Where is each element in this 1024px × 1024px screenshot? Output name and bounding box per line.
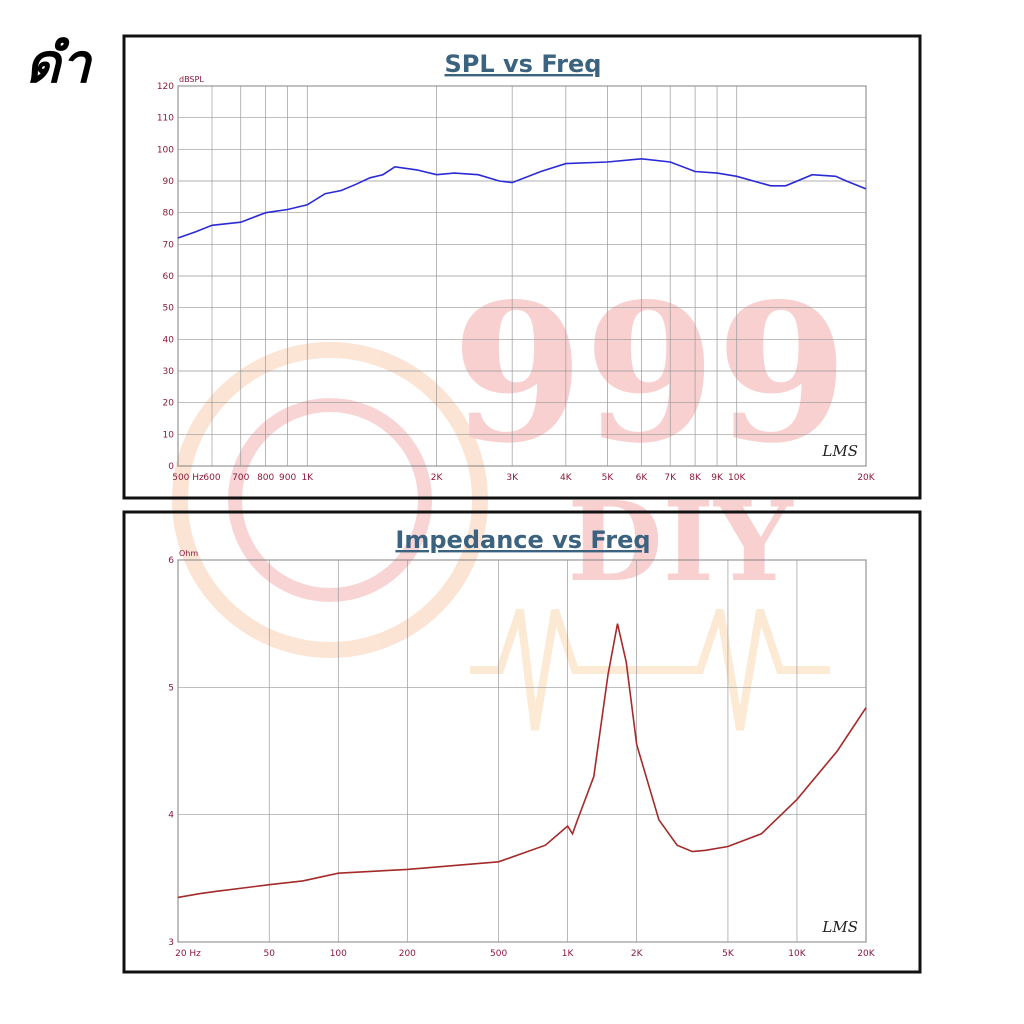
y-axis-unit: Ohm bbox=[179, 549, 198, 558]
x-tick-label: 100 bbox=[330, 949, 347, 959]
x-tick-label: 200 bbox=[399, 949, 416, 959]
x-tick-label: 20K bbox=[857, 473, 875, 483]
y-tick-label: 40 bbox=[163, 335, 175, 345]
x-tick-label: 700 bbox=[232, 473, 249, 483]
y-tick-label: 6 bbox=[168, 556, 174, 566]
y-tick-label: 4 bbox=[168, 811, 174, 821]
x-tick-label: 900 bbox=[279, 473, 296, 483]
page-label: ดำ bbox=[25, 32, 93, 95]
y-tick-label: 5 bbox=[168, 683, 174, 693]
x-tick-label: 20K bbox=[857, 949, 875, 959]
y-tick-label: 3 bbox=[168, 938, 174, 948]
y-tick-label: 50 bbox=[163, 304, 175, 314]
watermark: 999 DIY bbox=[172, 262, 849, 731]
x-tick-label: 600 bbox=[203, 473, 220, 483]
x-tick-label: 9K bbox=[711, 473, 724, 483]
y-tick-label: 100 bbox=[157, 145, 174, 155]
watermark-digits: 999 bbox=[452, 262, 849, 485]
y-tick-label: 90 bbox=[163, 177, 175, 187]
y-tick-label: 60 bbox=[163, 272, 175, 282]
x-tick-label: 5K bbox=[602, 473, 615, 483]
watermark-ring bbox=[228, 398, 432, 602]
x-tick-label: 2K bbox=[631, 949, 644, 959]
logo: LMS bbox=[821, 442, 858, 460]
x-tick-label: 10K bbox=[728, 473, 746, 483]
y-tick-label: 30 bbox=[163, 367, 175, 377]
x-tick-label: 1K bbox=[301, 473, 314, 483]
x-tick-label: 7K bbox=[664, 473, 677, 483]
y-tick-label: 10 bbox=[163, 430, 175, 440]
watermark-ring bbox=[172, 342, 488, 658]
x-tick-label: 50 bbox=[264, 949, 276, 959]
chart: SPL vs Freq 0 10 20 30 40 50 60 70 80 90 100 110 120 5… bbox=[122, 34, 922, 500]
x-tick-label: 500 Hz bbox=[172, 473, 204, 483]
x-tick-label: 1K bbox=[562, 949, 575, 959]
x-tick-label: 5K bbox=[722, 949, 735, 959]
y-tick-label: 110 bbox=[157, 114, 174, 124]
x-tick-label: 4K bbox=[560, 473, 573, 483]
y-tick-label: 120 bbox=[157, 82, 174, 92]
x-tick-label: 8K bbox=[689, 473, 702, 483]
x-tick-label: 20 Hz bbox=[175, 949, 201, 959]
x-tick-label: 6K bbox=[636, 473, 649, 483]
y-tick-label: 70 bbox=[163, 240, 175, 250]
chart: Impedance vs Freq 3 4 5 6 20 Hz 50 100 200 500 1K 2… bbox=[122, 510, 922, 974]
watermark-wave bbox=[470, 608, 830, 731]
chart-frame bbox=[122, 510, 922, 974]
logo: LMS bbox=[821, 918, 858, 936]
chart-title: Impedance vs Freq bbox=[395, 526, 650, 554]
x-tick-label: 3K bbox=[506, 473, 519, 483]
y-tick-label: 20 bbox=[163, 399, 175, 409]
data-line bbox=[177, 157, 867, 239]
x-tick-label: 10K bbox=[788, 949, 806, 959]
data-line bbox=[177, 623, 867, 899]
y-tick-label: 80 bbox=[163, 209, 175, 219]
x-tick-label: 800 bbox=[257, 473, 274, 483]
y-axis-unit: dBSPL bbox=[179, 75, 204, 84]
x-tick-label: 2K bbox=[431, 473, 444, 483]
chart-title: SPL vs Freq bbox=[445, 50, 602, 78]
chart-frame bbox=[122, 34, 922, 500]
y-tick-label: 0 bbox=[168, 462, 174, 472]
x-tick-label: 500 bbox=[490, 949, 507, 959]
